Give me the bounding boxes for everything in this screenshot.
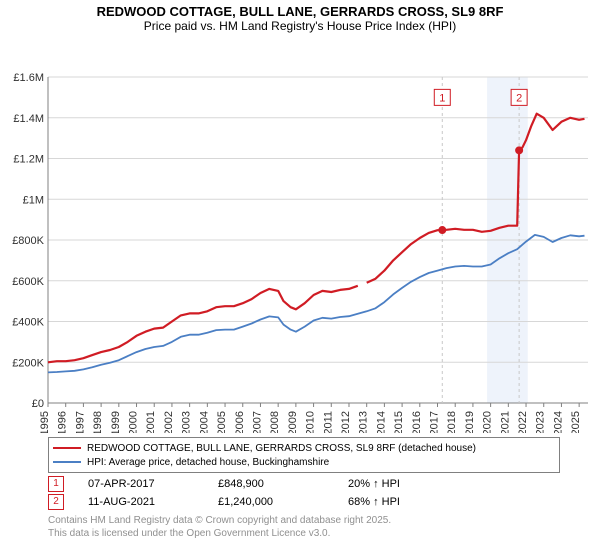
svg-text:2023: 2023 [535, 411, 547, 433]
svg-text:1995: 1995 [39, 411, 51, 433]
svg-text:£0: £0 [32, 398, 44, 410]
svg-text:2018: 2018 [446, 411, 458, 433]
svg-text:2002: 2002 [163, 411, 175, 433]
sale-price-2: £1,240,000 [218, 496, 348, 508]
title-subtitle: Price paid vs. HM Land Registry's House … [0, 19, 600, 33]
sale-date-2: 11-AUG-2021 [88, 496, 218, 508]
svg-text:1997: 1997 [74, 411, 86, 433]
svg-text:2011: 2011 [322, 411, 334, 433]
sale-marker-2: 2 [48, 494, 64, 510]
svg-text:2014: 2014 [375, 411, 387, 433]
svg-text:£200K: £200K [12, 357, 44, 369]
svg-text:2025: 2025 [570, 411, 582, 433]
svg-text:2001: 2001 [145, 411, 157, 433]
svg-text:2015: 2015 [393, 411, 405, 433]
svg-text:2010: 2010 [305, 411, 317, 433]
svg-text:2008: 2008 [269, 411, 281, 433]
svg-text:2012: 2012 [340, 411, 352, 433]
svg-text:2019: 2019 [464, 411, 476, 433]
legend-swatch-hpi [53, 461, 81, 463]
title-address: REDWOOD COTTAGE, BULL LANE, GERRARDS CRO… [0, 4, 600, 19]
sales-table: 1 07-APR-2017 £848,900 20% ↑ HPI 2 11-AU… [48, 475, 600, 511]
title-block: REDWOOD COTTAGE, BULL LANE, GERRARDS CRO… [0, 0, 600, 33]
legend-label-hpi: HPI: Average price, detached house, Buck… [87, 457, 329, 468]
legend: REDWOOD COTTAGE, BULL LANE, GERRARDS CRO… [48, 437, 560, 473]
svg-text:£1M: £1M [23, 194, 44, 206]
svg-text:2024: 2024 [552, 411, 564, 433]
svg-text:1: 1 [439, 92, 445, 104]
svg-text:£1.4M: £1.4M [13, 113, 44, 125]
svg-text:2021: 2021 [499, 411, 511, 433]
legend-row-hpi: HPI: Average price, detached house, Buck… [53, 455, 555, 469]
svg-text:2: 2 [516, 92, 522, 104]
legend-label-property: REDWOOD COTTAGE, BULL LANE, GERRARDS CRO… [87, 443, 476, 454]
sale-price-1: £848,900 [218, 478, 348, 490]
svg-text:2017: 2017 [429, 411, 441, 433]
attribution-line-2: This data is licensed under the Open Gov… [48, 528, 600, 541]
svg-text:2006: 2006 [234, 411, 246, 433]
svg-text:2000: 2000 [128, 411, 140, 433]
svg-text:2013: 2013 [358, 411, 370, 433]
svg-text:£1.6M: £1.6M [13, 72, 44, 84]
attribution: Contains HM Land Registry data © Crown c… [48, 515, 600, 540]
svg-text:2003: 2003 [181, 411, 193, 433]
sale-row-2: 2 11-AUG-2021 £1,240,000 68% ↑ HPI [48, 493, 600, 511]
svg-text:2005: 2005 [216, 411, 228, 433]
sale-marker-1: 1 [48, 476, 64, 492]
sale-pct-1: 20% ↑ HPI [348, 478, 468, 490]
svg-text:£1.2M: £1.2M [13, 154, 44, 166]
chart-svg: £0 £200K £400K £600K £800K £1M £1.2M £1.4M £1.6M… [0, 33, 600, 433]
svg-text:£600K: £600K [12, 276, 44, 288]
svg-text:1996: 1996 [57, 411, 69, 433]
svg-text:£400K: £400K [12, 317, 44, 329]
svg-text:2022: 2022 [517, 411, 529, 433]
price-chart: £0 £200K £400K £600K £800K £1M £1.2M £1.4M £1.6M… [0, 33, 600, 433]
svg-text:£800K: £800K [12, 235, 44, 247]
sale-pct-2: 68% ↑ HPI [348, 496, 468, 508]
legend-row-property: REDWOOD COTTAGE, BULL LANE, GERRARDS CRO… [53, 441, 555, 455]
svg-text:1998: 1998 [92, 411, 104, 433]
legend-swatch-property [53, 447, 81, 449]
sale-date-1: 07-APR-2017 [88, 478, 218, 490]
svg-text:2004: 2004 [198, 411, 210, 433]
sale-row-1: 1 07-APR-2017 £848,900 20% ↑ HPI [48, 475, 600, 493]
svg-text:2016: 2016 [411, 411, 423, 433]
svg-text:1999: 1999 [110, 411, 122, 433]
svg-text:2020: 2020 [482, 411, 494, 433]
attribution-line-1: Contains HM Land Registry data © Crown c… [48, 515, 600, 528]
svg-text:2007: 2007 [251, 411, 263, 433]
svg-text:2009: 2009 [287, 411, 299, 433]
